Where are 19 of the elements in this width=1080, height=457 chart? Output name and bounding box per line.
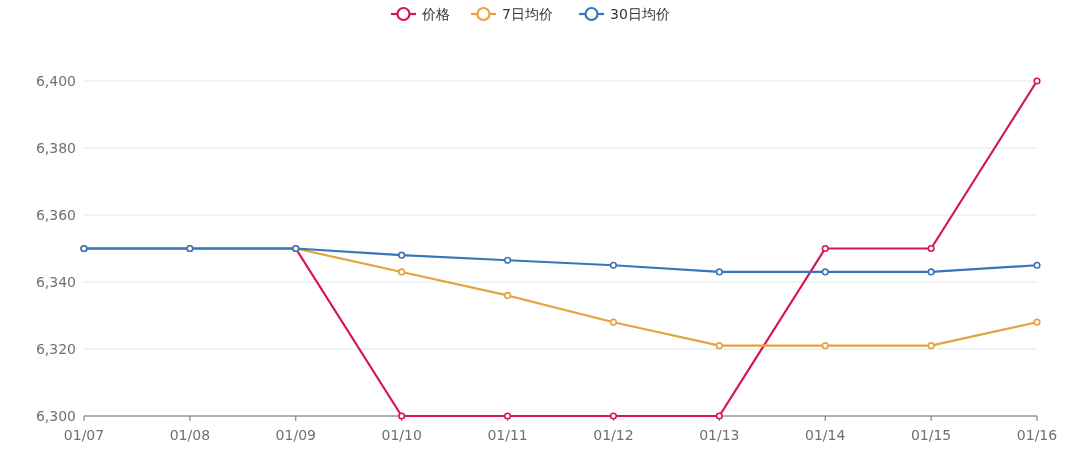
x-tick-label: 01/14: [805, 427, 846, 443]
legend-label: 7日均价: [502, 6, 553, 22]
y-tick-label: 6,400: [35, 73, 76, 89]
y-tick-label: 6,300: [35, 408, 76, 424]
y-tick-label: 6,320: [35, 341, 76, 357]
x-tick-label: 01/08: [169, 427, 211, 443]
x-tick-label: 01/07: [63, 427, 105, 443]
x-tick-label: 01/16: [1016, 427, 1058, 443]
x-tick-label: 01/11: [487, 427, 528, 443]
x-tick-label: 01/12: [593, 427, 634, 443]
x-tick-label: 01/10: [381, 427, 422, 443]
y-tick-label: 6,340: [35, 274, 76, 290]
legend-label: 价格: [421, 6, 450, 22]
y-tick-label: 6,360: [35, 207, 76, 223]
x-tick-label: 01/15: [910, 427, 952, 443]
y-tick-label: 6,380: [35, 140, 76, 156]
x-tick-label: 01/13: [699, 427, 740, 443]
x-tick-label: 01/09: [275, 427, 316, 443]
legend-label: 30日均价: [610, 6, 670, 22]
